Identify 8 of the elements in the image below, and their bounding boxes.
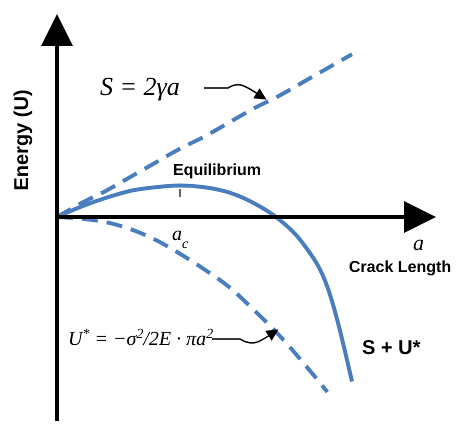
annotation: a$_{c}$ (172, 223, 189, 252)
series-label: S + U* (362, 337, 421, 359)
text: a (413, 230, 424, 255)
x-axis-title: Crack Length (348, 259, 452, 276)
annotation: U$^{*}$ = −σ$^{2}$/2E · πa$^{2}$ (68, 326, 214, 350)
y-axis-title: Energy (U) (11, 89, 33, 191)
annotation: Equilibrium (173, 162, 261, 179)
annotation: S = 2γa (100, 72, 180, 101)
